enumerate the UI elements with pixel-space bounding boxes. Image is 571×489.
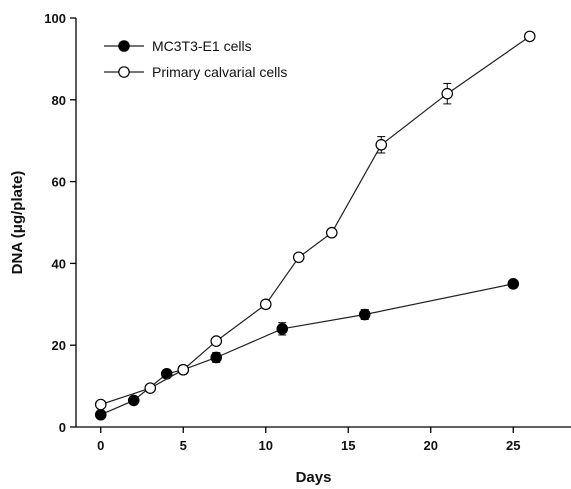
x-tick-label-10: 10 — [259, 438, 273, 453]
data-point — [276, 323, 289, 335]
x-tick-label-25: 25 — [506, 438, 520, 453]
data-point — [259, 298, 272, 311]
data-point — [177, 363, 190, 376]
data-point — [210, 335, 223, 347]
y-axis-title: DNA (μg/plate) — [9, 171, 26, 275]
series-layer — [94, 30, 536, 421]
data-point — [507, 278, 520, 290]
data-point — [94, 398, 107, 411]
y-tick-label-80: 80 — [52, 93, 66, 108]
legend-label-2: Primary calvarial cells — [152, 64, 287, 80]
x-tick-label-0: 0 — [97, 438, 104, 453]
series-1 — [94, 278, 520, 421]
legend-marker-2 — [118, 66, 130, 78]
data-point — [210, 351, 223, 364]
y-tick-label-100: 100 — [44, 11, 66, 26]
series-1-line — [100, 283, 514, 416]
data-point — [358, 308, 371, 321]
series-2-line — [100, 35, 531, 406]
data-point — [523, 30, 536, 43]
legend-label-1: MC3T3-E1 cells — [152, 38, 252, 54]
y-tick-label-0: 0 — [59, 420, 66, 435]
data-point — [94, 408, 107, 421]
axes: 0 5 10 15 20 25 0 20 40 60 80 100 — [44, 11, 571, 453]
x-tick-label-5: 5 — [180, 438, 187, 453]
data-point — [292, 251, 305, 264]
data-point — [325, 226, 338, 239]
y-tick-label-40: 40 — [52, 256, 66, 271]
y-tick-label-60: 60 — [52, 175, 66, 190]
legend: MC3T3-E1 cells Primary calvarial cells — [104, 38, 287, 80]
legend-marker-1 — [118, 40, 130, 52]
x-tick-label-20: 20 — [424, 438, 438, 453]
data-point — [127, 394, 140, 407]
data-point — [375, 138, 388, 151]
series-2 — [94, 30, 536, 411]
data-point — [441, 87, 454, 100]
data-point — [144, 382, 157, 394]
x-tick-label-15: 15 — [341, 438, 355, 453]
y-tick-label-20: 20 — [52, 338, 66, 353]
x-axis-title: Days — [296, 469, 332, 486]
